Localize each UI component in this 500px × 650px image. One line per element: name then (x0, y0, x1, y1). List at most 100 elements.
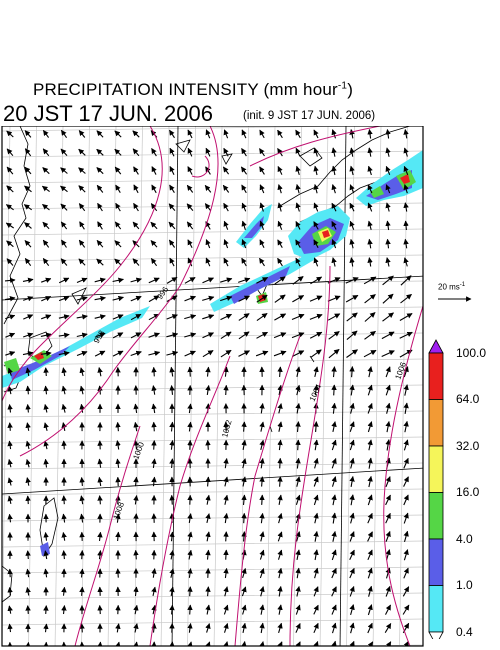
wind-arrow (367, 421, 373, 433)
wind-arrow (25, 403, 31, 413)
wind-arrow (43, 568, 49, 578)
wind-arrow (61, 513, 67, 523)
wind-arrow (331, 402, 337, 414)
wind-arrow (41, 314, 52, 320)
wind-arrow (115, 440, 121, 450)
wind-arrow (277, 366, 283, 377)
valid-time: 20 JST 17 JUN. 2006 (3, 101, 213, 126)
wind-arrow (367, 202, 373, 212)
wind-arrow (367, 549, 373, 561)
wind-arrow (7, 623, 13, 633)
wind-arrow (295, 147, 301, 157)
wind-arrow (22, 277, 34, 284)
reference-vector-label: 20 ms-1 (438, 282, 465, 292)
wind-arrow (25, 586, 31, 596)
wind-arrow (169, 439, 175, 450)
wind-arrow (223, 202, 229, 212)
wind-arrow (24, 258, 32, 267)
wind-arrow (186, 221, 194, 230)
wind-arrow (7, 422, 13, 431)
wind-arrow (169, 184, 175, 193)
wind-arrow (151, 385, 157, 395)
wind-arrow (313, 384, 319, 396)
wind-arrow (349, 402, 355, 414)
colorbar-tick: 32.0 (456, 439, 480, 453)
wind-arrow (43, 385, 49, 395)
wind-arrow (223, 366, 229, 377)
wind-arrow (240, 166, 248, 175)
wind-arrow (112, 332, 124, 339)
wind-arrow (295, 221, 301, 230)
wind-arrow (94, 295, 106, 302)
wind-arrow (60, 221, 68, 230)
wind-arrow (274, 276, 286, 285)
wind-arrow (168, 203, 176, 211)
wind-arrow (277, 512, 283, 524)
wind-arrow (6, 258, 14, 266)
wind-arrow (58, 350, 70, 357)
wind-arrow (295, 567, 301, 579)
wind-arrow (399, 313, 413, 321)
wind-arrow (169, 641, 175, 646)
bold-parallel (2, 467, 423, 495)
wind-arrow (7, 513, 13, 523)
precipitation-colorbar (428, 339, 444, 639)
grid-line (2, 592, 423, 600)
wind-arrow (277, 439, 283, 451)
wind-arrow (313, 586, 319, 597)
wind-arrow (403, 457, 409, 469)
wind-arrow (205, 147, 211, 157)
wind-arrow (169, 366, 175, 377)
wind-arrow (367, 384, 373, 396)
wind-arrow (313, 165, 319, 176)
wind-arrow (60, 185, 68, 193)
wind-arrow (349, 202, 355, 212)
wind-arrow (403, 384, 409, 396)
wind-arrow (25, 477, 31, 486)
colorbar-segment (428, 492, 444, 540)
wind-arrow (169, 586, 175, 597)
wind-arrow (402, 586, 410, 597)
wind-arrow (114, 258, 122, 266)
wind-arrow (363, 349, 377, 358)
grid-line (2, 332, 423, 340)
wind-arrow (367, 604, 373, 616)
wind-arrow (78, 203, 86, 212)
wind-arrow (256, 312, 268, 322)
wind-arrow (295, 531, 301, 542)
wind-arrow (42, 221, 50, 230)
wind-arrow (238, 295, 250, 302)
wind-arrow (238, 313, 250, 321)
wind-arrow (403, 640, 409, 646)
wind-arrow (295, 476, 301, 487)
wind-arrow (25, 550, 31, 560)
wind-arrow (331, 239, 337, 249)
wind-arrow (349, 421, 355, 432)
wind-arrow (96, 184, 104, 193)
wind-arrow (403, 220, 409, 231)
grid-line (2, 176, 423, 184)
wind-arrow (78, 148, 86, 156)
wind-arrow (295, 457, 301, 469)
wind-arrow (148, 350, 161, 357)
wind-arrow (79, 221, 85, 230)
map-frame (1, 126, 424, 647)
wind-arrow (25, 422, 31, 431)
wind-arrow (169, 568, 175, 578)
wind-arrow (331, 184, 337, 194)
wind-arrow (97, 641, 103, 646)
wind-arrow (151, 568, 157, 578)
wind-arrow (349, 531, 355, 542)
wind-arrow (151, 148, 157, 157)
wind-arrow (40, 350, 52, 357)
wind-arrow (133, 184, 139, 194)
wind-arrow (42, 148, 50, 157)
wind-arrow (79, 367, 85, 377)
wind-arrow (328, 348, 340, 359)
wind-arrow (24, 166, 32, 175)
wind-arrow (25, 385, 31, 395)
wind-arrow (202, 295, 215, 302)
wind-arrow (385, 257, 391, 267)
init-time: (init. 9 JST 17 JUN. 2006) (243, 110, 376, 122)
wind-arrow (367, 439, 373, 451)
